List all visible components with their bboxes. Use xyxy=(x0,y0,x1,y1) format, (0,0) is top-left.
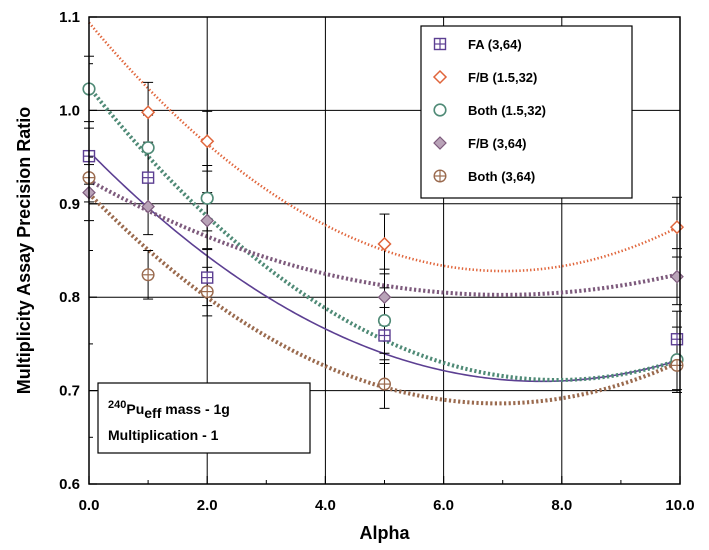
data-point xyxy=(670,269,684,284)
y-tick-label: 0.9 xyxy=(59,196,80,213)
y-tick-label: 0.7 xyxy=(59,383,80,400)
data-point xyxy=(200,271,214,284)
data-point xyxy=(378,377,392,391)
annotation-rest: mass - 1g xyxy=(161,401,229,417)
data-point xyxy=(141,105,156,120)
annotation-box: 240Pueff mass - 1g Multiplication - 1 xyxy=(97,382,311,454)
data-point xyxy=(141,171,155,184)
legend-label: FA (3,64) xyxy=(468,37,522,52)
y-tick-label: 0.8 xyxy=(59,289,80,306)
data-point xyxy=(200,134,215,149)
data-point xyxy=(141,268,155,282)
y-axis-title: Multiplicity Assay Precision Ratio xyxy=(14,107,34,394)
data-point xyxy=(377,313,392,328)
y-tick-label: 0.6 xyxy=(59,476,80,493)
legend-label: Both (3,64) xyxy=(468,169,535,184)
data-point xyxy=(377,290,392,305)
data-point xyxy=(200,213,215,228)
data-point xyxy=(670,333,684,346)
data-point xyxy=(670,358,684,372)
data-point xyxy=(378,329,391,342)
annotation-line-2: Multiplication - 1 xyxy=(108,427,219,443)
annotation-frame xyxy=(97,382,311,454)
annotation-superscript: 240 xyxy=(108,399,126,411)
x-tick-label: 6.0 xyxy=(433,497,454,514)
legend-label: F/B (1.5,32) xyxy=(468,70,537,85)
legend-marker-icon xyxy=(433,136,447,150)
legend-label: F/B (3,64) xyxy=(468,136,527,151)
x-tick-label: 2.0 xyxy=(197,497,218,514)
data-point xyxy=(200,285,214,299)
y-tick-label: 1.0 xyxy=(59,102,80,119)
x-axis-title: Alpha xyxy=(359,523,410,543)
annotation-element: Pu xyxy=(126,401,144,417)
axis-ticks xyxy=(88,16,681,485)
data-point xyxy=(377,236,392,252)
x-tick-label: 8.0 xyxy=(551,497,572,514)
annotation-subscript: eff xyxy=(144,405,161,421)
legend: FA (3,64) F/B (1.5,32) Both (1.5,32) F/B (3… xyxy=(420,25,633,199)
data-point xyxy=(200,191,214,205)
legend-marker-icon xyxy=(433,169,447,183)
legend-marker-icon xyxy=(433,37,447,51)
data-point xyxy=(141,199,155,214)
x-tick-label: 4.0 xyxy=(315,497,336,514)
legend-label: Both (1.5,32) xyxy=(468,103,546,118)
legend-box xyxy=(420,25,633,199)
data-point xyxy=(669,220,685,235)
data-markers xyxy=(82,82,685,391)
x-tick-label: 10.0 xyxy=(665,497,694,514)
y-tick-label: 1.1 xyxy=(59,9,80,26)
legend-marker-icon xyxy=(433,103,447,117)
x-tick-label: 0.0 xyxy=(79,497,100,514)
data-point xyxy=(141,141,155,155)
annotation-line-1: 240Pueff mass - 1g xyxy=(108,399,230,421)
legend-marker-icon xyxy=(432,69,448,85)
